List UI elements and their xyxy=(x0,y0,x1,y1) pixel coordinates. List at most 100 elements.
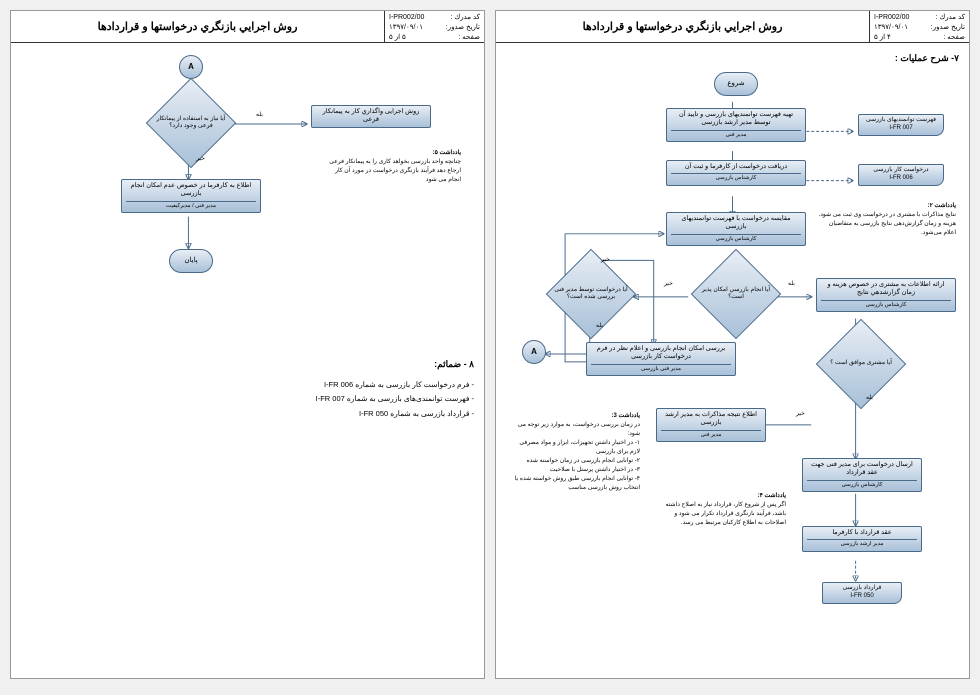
dec2-text: آيا درخواست توسط مدير فنی بررسی شده است؟ xyxy=(554,287,628,301)
n4-text: ارائه اطلاعات به مشتری در خصوص هزینه و ز… xyxy=(821,281,951,298)
dec1-text: آيا انجام بازرسي امكان پذير است؟ xyxy=(699,287,773,301)
d1-code: I-FR 007 xyxy=(889,125,912,133)
note4-l1: اگر پس از شروع كار، قرارداد نياز به اصلا… xyxy=(665,502,786,526)
header-info: كد مدرك :I-PR002/00 تاريخ صدور:۱۳۹۷/۰۹/۰… xyxy=(869,11,969,42)
p2-no: خير xyxy=(196,155,205,162)
p2-yes: بله xyxy=(256,111,263,118)
n3-sub: كارشناس بازرسی xyxy=(671,234,801,243)
n7-sub: كارشناس بازرسی xyxy=(807,480,917,489)
d2-code: I-FR 006 xyxy=(889,175,912,183)
connector-a: A xyxy=(522,340,546,364)
n2-text: دريافت درخواست از كارفرما و ثبت آن xyxy=(685,163,787,171)
doc-capabilities: فهرست توانمندیهای بازرسی I-FR 007 xyxy=(858,114,944,136)
dec3-yes: بله xyxy=(866,394,873,401)
node-review-feasibility: بررسی امكان انجام بازرسی و اعلام نظر در … xyxy=(586,342,736,376)
note3-l1: ۱- در اختيار داشتن تجهيزات، ابزار و مواد… xyxy=(519,440,640,455)
n8-sub: مدير ارشد بازرسی xyxy=(807,539,917,548)
p2n1-text: اطلاع به كارفرما در خصوص عدم امكان انجام… xyxy=(126,182,256,199)
note-4: يادداشت ۴: اگر پس از شروع كار، قرارداد ن… xyxy=(656,492,786,528)
decision-customer-agree: آيا مشتری موافق است ؟ xyxy=(816,340,906,388)
connA-text: A xyxy=(531,347,537,357)
connA-text: A xyxy=(188,62,194,72)
date-value: ۱۳۹۷/۰۹/۰۱ xyxy=(389,23,423,33)
doc-title: روش اجرايي بازنگري درخواستها و قراردادها xyxy=(11,11,384,42)
dec2-yes: بله xyxy=(596,322,603,329)
note3-l4: ۴- توانايی انجام بازرسی طبق روش خواسته ش… xyxy=(515,476,640,491)
flowchart-page4: شروع تهيه فهرست توانمنديهای بازرسی و تاي… xyxy=(506,72,959,695)
note-2: يادداشت ۲: نتايج مذاكرات با مشتری در درخ… xyxy=(816,202,956,238)
section-7-title: ۷- شرح عمليات : xyxy=(506,53,959,64)
date-value: ۱۳۹۷/۰۹/۰۱ xyxy=(874,23,908,33)
note2-title: يادداشت ۲: xyxy=(928,203,956,209)
section-8-title: ۸ - ضمائم: xyxy=(21,359,474,370)
flowchart-page5: A آيا نياز به استفاده از پيمانكار فرعی و… xyxy=(21,49,474,329)
start-terminator: شروع xyxy=(714,72,758,96)
note3-l2: ۲- توانايی انجام بازرسی در زمان خواسته ش… xyxy=(527,458,640,464)
node-contract: عقد قرارداد با كارفرما مدير ارشد بازرسی xyxy=(802,526,922,552)
code-value: I-PR002/00 xyxy=(874,13,909,23)
note5-title: يادداشت ۵: xyxy=(433,150,461,156)
attach-1: - فرم درخواست كار بازرسی به شماره I-FR 0… xyxy=(21,378,474,392)
node-send-request: ارسال درخواست برای مدير فنی جهت عقد قرار… xyxy=(802,458,922,492)
d3-text: قرارداد بازرسی xyxy=(843,585,882,593)
end-label: پایان xyxy=(184,256,197,265)
p2n1-sub: مدير فنی / مديركيفيت xyxy=(126,201,256,210)
node-compare: مقايسه درخواست با فهرست توانمنديهای بازر… xyxy=(666,212,806,246)
n2-sub: كارشناس بازرسی xyxy=(671,173,801,182)
p2side-text: روش اجرایی واگذاري كار به پيمانكار فرعی xyxy=(316,108,426,125)
n5-text: بررسی امكان انجام بازرسی و اعلام نظر در … xyxy=(591,345,731,362)
decision-feasible: آيا انجام بازرسي امكان پذير است؟ xyxy=(691,270,781,318)
n8-text: عقد قرارداد با كارفرما xyxy=(832,529,891,537)
page-label: صفحه : xyxy=(458,33,480,43)
dec2-no: خير xyxy=(601,256,610,263)
decision-reviewed: آيا درخواست توسط مدير فنی بررسی شده است؟ xyxy=(546,270,636,318)
end-terminator: پایان xyxy=(169,249,213,273)
note4-title: يادداشت ۴: xyxy=(758,493,786,499)
start-label: شروع xyxy=(727,79,744,88)
node-inform-customer: ارائه اطلاعات به مشتری در خصوص هزینه و ز… xyxy=(816,278,956,312)
decision-subcontractor: آيا نياز به استفاده از پيمانكار فرعی وجو… xyxy=(146,99,236,147)
page-header: كد مدرك :I-PR002/00 تاريخ صدور:۱۳۹۷/۰۹/۰… xyxy=(11,11,484,43)
date-label: تاريخ صدور: xyxy=(931,23,965,33)
dec3-text: آيا مشتری موافق است ؟ xyxy=(830,360,892,367)
date-label: تاريخ صدور: xyxy=(446,23,480,33)
p2dec-text: آيا نياز به استفاده از پيمانكار فرعی وجو… xyxy=(154,116,228,130)
page-4: كد مدرك :I-PR002/00 تاريخ صدور:۱۳۹۷/۰۹/۰… xyxy=(495,10,970,679)
d1-text: فهرست توانمندیهای بازرسی xyxy=(866,117,936,125)
node-receive-request: دريافت درخواست از كارفرما و ثبت آن كارشن… xyxy=(666,160,806,186)
node-subcontractor-proc: روش اجرایی واگذاري كار به پيمانكار فرعی xyxy=(311,105,431,128)
node-inform-infeasible: اطلاع به كارفرما در خصوص عدم امكان انجام… xyxy=(121,179,261,213)
dec1-no: خير xyxy=(664,280,673,287)
n1-sub: مدير فنی xyxy=(671,130,801,139)
n3-text: مقايسه درخواست با فهرست توانمنديهای بازر… xyxy=(671,215,801,232)
header-info: كد مدرك :I-PR002/00 تاريخ صدور:۱۳۹۷/۰۹/۰… xyxy=(384,11,484,42)
n5-sub: مدير فنی بازرسی xyxy=(591,364,731,373)
page-value: ۵ از ۵ xyxy=(389,33,406,43)
n6-sub: مدیر فنی xyxy=(661,430,761,439)
doc-title: روش اجرايي بازنگري درخواستها و قراردادها xyxy=(496,11,869,42)
n4-sub: كارشناس بازرسی xyxy=(821,300,951,309)
dec3-no: خير xyxy=(796,410,805,417)
note3-title: يادداشت 3: xyxy=(612,413,640,419)
n7-text: ارسال درخواست برای مدير فنی جهت عقد قرار… xyxy=(807,461,917,478)
note3-l3: ۳- در اختيار داشتن پرسنل با صلاحیت xyxy=(550,467,640,473)
n1-text: تهيه فهرست توانمنديهای بازرسی و تاييد آن… xyxy=(671,111,801,128)
page-label: صفحه : xyxy=(943,33,965,43)
d3-code: I-FR 050 xyxy=(850,593,873,601)
note5-l1: چنانچه واحد بازرسی بخواهد كاری را به پيم… xyxy=(329,159,461,183)
dec1-yes: بله xyxy=(788,280,795,287)
note-3: يادداشت 3: در زمان بررسی درخواست، به موا… xyxy=(510,412,640,493)
n6-text: اطلاع نتيجه مذاكرات به مدير ارشد بازرسی xyxy=(661,411,761,428)
doc-request: درخواست كار بازرسی I-FR 006 xyxy=(858,164,944,186)
d2-text: درخواست كار بازرسی xyxy=(873,167,928,175)
node-capabilities: تهيه فهرست توانمنديهای بازرسی و تاييد آن… xyxy=(666,108,806,142)
note3-l0: در زمان بررسی درخواست، به موارد زير توجه… xyxy=(518,422,640,437)
note2-l2: هزينه و زمان گزارش‌دهی نتايج بازرسی به م… xyxy=(829,221,956,236)
note-5: يادداشت ۵: چنانچه واحد بازرسی بخواهد كار… xyxy=(321,149,461,185)
page-5: كد مدرك :I-PR002/00 تاريخ صدور:۱۳۹۷/۰۹/۰… xyxy=(10,10,485,679)
doc-contract: قرارداد بازرسی I-FR 050 xyxy=(822,582,902,604)
page-header: كد مدرك :I-PR002/00 تاريخ صدور:۱۳۹۷/۰۹/۰… xyxy=(496,11,969,43)
attach-2: - فهرست توانمندی‌های بازرسی به شماره I-F… xyxy=(21,392,474,406)
attach-3: - قرارداد بازرسی به شماره I-FR 050 xyxy=(21,407,474,421)
attachments-list: - فرم درخواست كار بازرسی به شماره I-FR 0… xyxy=(21,378,474,421)
